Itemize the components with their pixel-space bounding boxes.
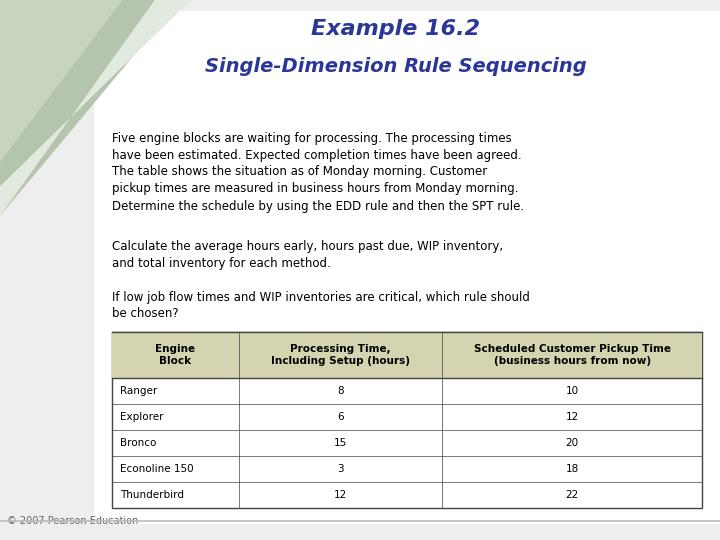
Text: 12: 12: [334, 490, 347, 500]
Text: 8: 8: [337, 386, 343, 396]
Text: Calculate the average hours early, hours past due, WIP inventory,
and total inve: Calculate the average hours early, hours…: [112, 240, 503, 270]
Text: Single-Dimension Rule Sequencing: Single-Dimension Rule Sequencing: [205, 57, 587, 76]
Polygon shape: [0, 0, 122, 162]
Polygon shape: [0, 0, 180, 216]
Text: 22: 22: [565, 490, 579, 500]
Text: 3: 3: [337, 464, 343, 474]
Text: Engine
Block: Engine Block: [155, 344, 195, 366]
Text: 10: 10: [565, 386, 579, 396]
Text: Processing Time,
Including Setup (hours): Processing Time, Including Setup (hours): [271, 344, 410, 366]
Text: 20: 20: [565, 438, 579, 448]
Text: Bronco: Bronco: [120, 438, 157, 448]
Text: Thunderbird: Thunderbird: [120, 490, 184, 500]
Text: Five engine blocks are waiting for processing. The processing times
have been es: Five engine blocks are waiting for proce…: [112, 132, 521, 195]
Text: Determine the schedule by using the EDD rule and then the SPT rule.: Determine the schedule by using the EDD …: [112, 200, 523, 213]
Text: 6: 6: [337, 412, 343, 422]
Text: If low job flow times and WIP inventories are critical, which rule should
be cho: If low job flow times and WIP inventorie…: [112, 291, 529, 320]
Text: Econoline 150: Econoline 150: [120, 464, 194, 474]
Text: Ranger: Ranger: [120, 386, 158, 396]
Text: 18: 18: [565, 464, 579, 474]
Polygon shape: [0, 0, 191, 216]
Bar: [112, 332, 702, 378]
Text: Scheduled Customer Pickup Time
(business hours from now): Scheduled Customer Pickup Time (business…: [474, 344, 670, 366]
Text: 12: 12: [565, 412, 579, 422]
Text: Example 16.2: Example 16.2: [312, 19, 480, 39]
Text: © 2007 Pearson Education: © 2007 Pearson Education: [7, 516, 138, 526]
Text: Explorer: Explorer: [120, 412, 163, 422]
Text: 15: 15: [334, 438, 347, 448]
